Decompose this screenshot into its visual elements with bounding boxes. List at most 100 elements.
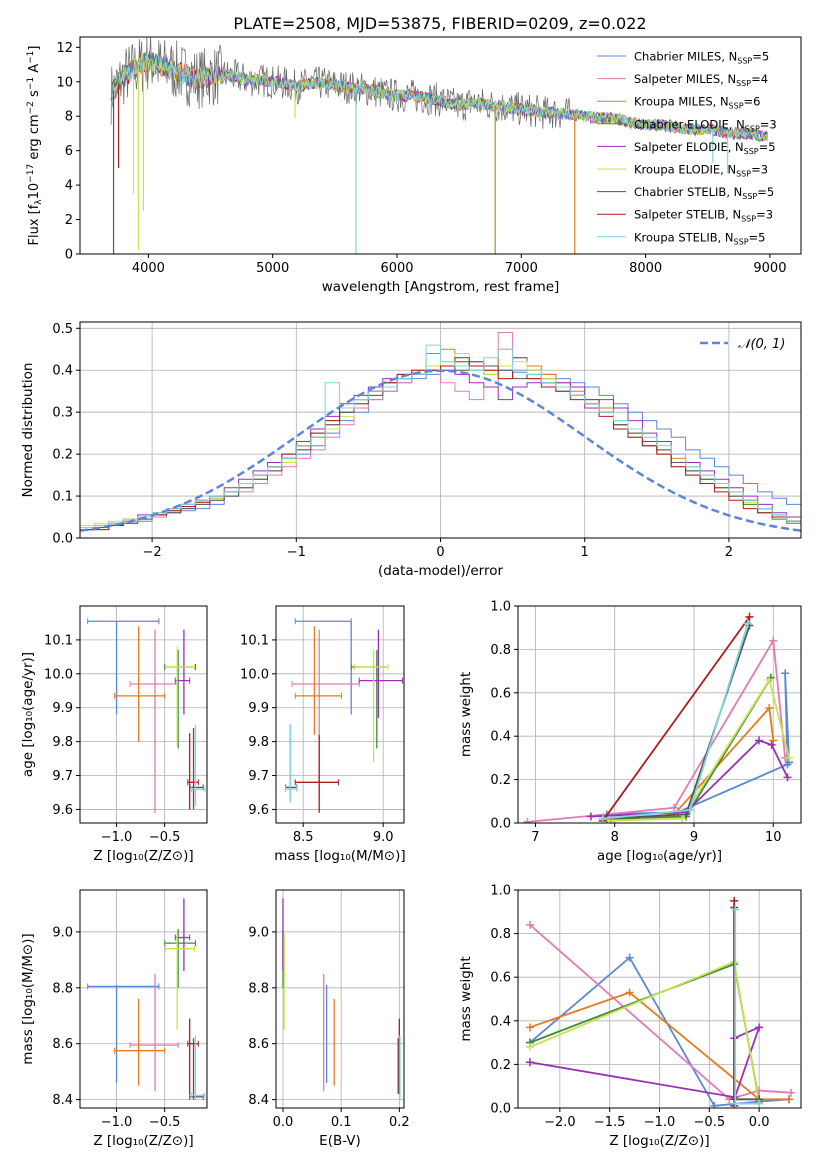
error-bar [129,629,179,813]
legend-label: Kroupa STELIB, NSSP=5 [634,230,765,246]
x-tick-label: −0.5 [694,1115,726,1130]
y-axis-label: mass weight [458,956,474,1041]
x-tick-label: 2 [725,545,733,560]
axes-frame [275,889,405,1109]
y-axis-label-part: erg cm [27,114,42,163]
panel-age-vs-mass: 8.5 9.0 9.6 9.7 9.8 9.9 10.0 10.1 mass [log₁₀(M/… [240,605,406,864]
weight-marker [767,740,776,749]
weight-marker [523,817,532,823]
error-bar [174,898,191,972]
y-tick-label: 9.8 [248,735,269,750]
weight-marker [682,810,691,819]
panel-mass-vs-z: −1.0 −0.5 8.4 8.6 8.8 9.0 Z [log₁₀(Z/Z⊙)] mass … [20,889,208,1149]
figure-title: PLATE=2508, MJD=53875, FIBERID=0209, z=0… [233,14,646,33]
weight-marker [754,736,763,745]
error-bar [191,1035,206,1100]
y-tick-label: 8.4 [52,1093,73,1108]
weight-line [602,677,790,822]
error-bar [129,973,179,1092]
legend-label-text: Salpeter ELODIE, N [634,140,744,154]
x-tick-label: 7000 [505,261,538,276]
legend-label-post: =5 [749,230,766,244]
error-bar [87,618,160,715]
legend-label-post: =5 [752,50,769,64]
y-axis-label-part: −1 [26,77,36,90]
y-tick-label: 9.6 [248,803,269,818]
error-bar [350,650,389,749]
x-tick-label: −2.0 [544,1115,576,1130]
y-tick-label: 2 [65,213,73,228]
x-axis-label: (data-model)/error [378,563,504,579]
axes-frame [517,605,802,824]
x-tick-label: 0.0 [273,1115,294,1130]
error-bar [358,629,403,718]
error-bar [165,646,195,746]
legend-label-sub: SSP [745,124,760,133]
y-tick-label: 10.1 [44,633,73,648]
legend-label-post: =5 [757,185,774,199]
weight-marker [787,1088,796,1097]
error-bar [189,728,204,810]
histogram-step [80,344,801,528]
y-tick-label: 9.7 [52,769,73,784]
weight-marker [525,1042,534,1051]
error-bar [165,931,195,1030]
error-bar [191,724,206,807]
x-tick-label: 8.5 [293,830,314,845]
y-tick-label: 10 [56,75,73,90]
legend-label: Chabrier ELODIE, NSSP=3 [634,117,777,133]
x-tick-label: 8 [611,830,619,845]
weight-marker [785,753,794,762]
weight-line [529,924,792,1101]
legend-label: Salpeter ELODIE, NSSP=5 [634,140,776,156]
weight-marker [755,1099,764,1108]
x-tick-label: 0 [436,545,444,560]
legend-label-text: Kroupa MILES, N [634,95,729,109]
x-tick-label: −2 [143,545,162,560]
y-tick-label: 0.0 [52,532,73,547]
legend-label-text: Salpeter STELIB, N [634,208,741,222]
x-tick-label: 0.0 [749,1115,770,1130]
error-bar [285,724,298,803]
y-tick-label: 9.9 [52,701,73,716]
y-tick-label: 1.0 [490,884,511,899]
x-axis-label: Z [log₁₀(Z/Z⊙)] [93,1133,193,1149]
y-axis-label-part: Flux [f [27,204,42,245]
x-tick-label: 9 [690,830,698,845]
weight-marker [769,636,778,645]
y-tick-label: 0.1 [52,490,73,505]
weight-marker [743,619,752,628]
histogram-step [80,357,801,531]
y-tick-label: 0.4 [490,1014,511,1029]
legend-label-text: Chabrier MILES, N [634,50,737,64]
weight-marker [731,1099,740,1108]
plot-area [282,898,401,1100]
panel-mass-weight-vs-z: −2.0 −1.5 −1.0 −0.5 0.0 0.0 0.2 0.4 0.6 0.8 1.0 Z [… [458,884,802,1149]
legend-label: Salpeter MILES, NSSP=4 [634,72,768,88]
x-tick-label: 5000 [256,261,289,276]
x-axis-label: E(B-V) [319,1133,361,1149]
legend-label-sub: SSP [736,79,751,88]
weight-line [602,616,751,822]
y-axis-label-part: −17 [26,164,36,183]
weight-marker [678,814,687,823]
weight-line [733,907,760,1101]
y-tick-label: 9.6 [52,803,73,818]
normal-curve [80,369,801,532]
weight-line [529,1025,761,1100]
legend-label-text: Chabrier STELIB, N [634,185,742,199]
x-tick-label: −1 [287,545,306,560]
weight-line [734,909,760,1105]
panel-mass-weight-vs-age: 7 8 9 10 0.0 0.2 0.4 0.6 0.8 1.0 age [log₁₀(age/yr… [458,600,802,864]
x-tick-label: −0.5 [149,1115,181,1130]
error-bar [294,734,339,813]
y-tick-label: 8.4 [248,1093,269,1108]
x-tick-label: −1.0 [101,1115,133,1130]
y-axis-label: age [log₁₀(age/yr)] [20,652,36,777]
y-tick-label: 0.4 [490,730,511,745]
y-tick-label: 8.6 [52,1037,73,1052]
y-tick-label: 10.1 [240,633,269,648]
y-axis-label-part: −1 [26,51,36,64]
x-tick-label: −1.0 [644,1115,676,1130]
